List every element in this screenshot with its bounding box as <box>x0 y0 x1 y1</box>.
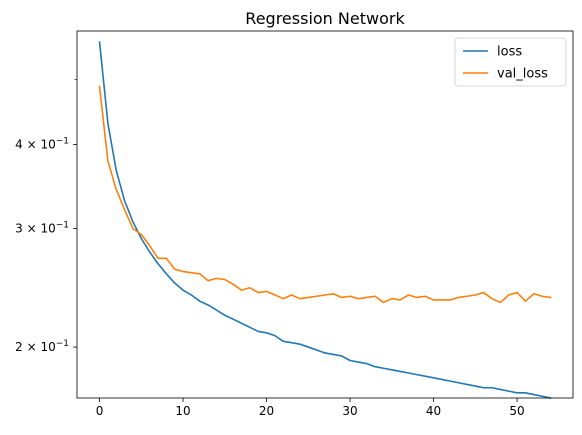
x-tick-label: 0 <box>96 404 104 418</box>
legend-label: val_loss <box>497 67 548 82</box>
series-line-val-loss <box>98 85 552 304</box>
y-tick-label: 4 × 10−1 <box>15 137 69 152</box>
x-tick-label: 50 <box>509 404 524 418</box>
chart-title: Regression Network <box>245 9 405 28</box>
legend-label: loss <box>497 45 522 60</box>
legend-box <box>454 37 567 87</box>
series-line-loss <box>98 41 552 399</box>
x-tick-label: 40 <box>426 404 441 418</box>
y-tick-label: 2 × 10−1 <box>15 339 69 354</box>
axes-frame <box>76 30 574 399</box>
legend: loss val_loss <box>454 37 567 87</box>
y-tick-label: 3 × 10−1 <box>15 221 69 236</box>
x-tick-label: 20 <box>259 404 274 418</box>
x-tick-label: 30 <box>342 404 357 418</box>
x-tick-label: 10 <box>175 404 190 418</box>
plot-area <box>98 41 552 399</box>
